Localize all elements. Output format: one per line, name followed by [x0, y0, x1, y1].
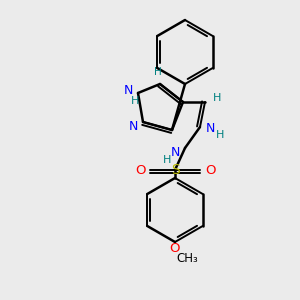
- Text: CH₃: CH₃: [176, 251, 198, 265]
- Text: S: S: [171, 163, 179, 177]
- Text: H: H: [163, 155, 171, 165]
- Text: O: O: [170, 242, 180, 254]
- Text: N: N: [205, 122, 215, 136]
- Text: N: N: [128, 119, 138, 133]
- Text: H: H: [131, 96, 139, 106]
- Text: H: H: [213, 93, 221, 103]
- Text: N: N: [170, 146, 180, 160]
- Text: H: H: [154, 67, 162, 77]
- Text: N: N: [123, 85, 133, 98]
- Text: H: H: [216, 130, 224, 140]
- Text: O: O: [205, 164, 215, 176]
- Text: O: O: [135, 164, 145, 176]
